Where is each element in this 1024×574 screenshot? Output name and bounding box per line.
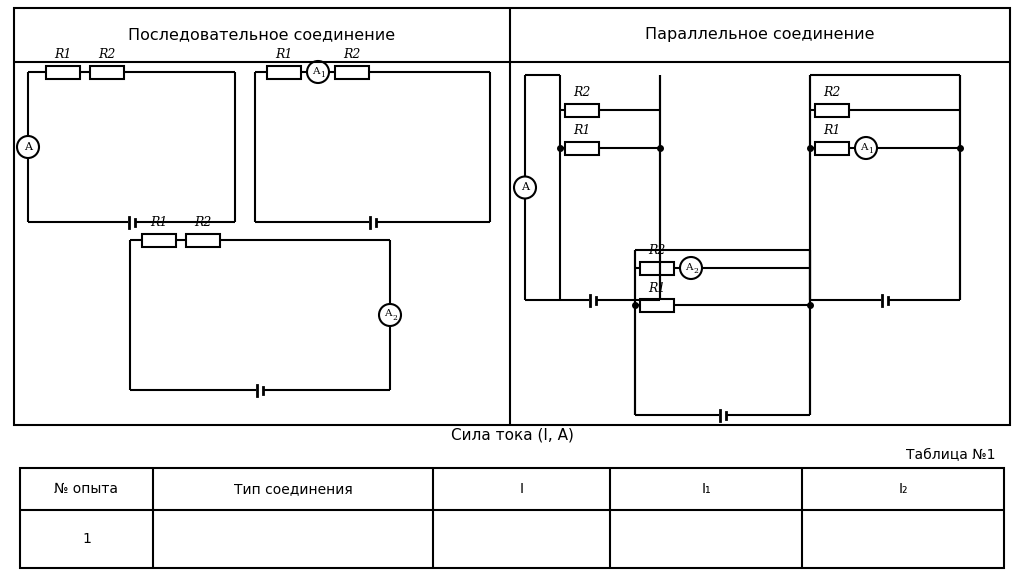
Text: I₂: I₂: [898, 482, 908, 496]
Text: 1: 1: [868, 147, 873, 155]
Circle shape: [307, 61, 329, 83]
Circle shape: [17, 136, 39, 158]
Text: R1: R1: [54, 48, 72, 61]
Circle shape: [379, 304, 401, 326]
Text: Последовательное соединение: Последовательное соединение: [128, 28, 395, 42]
Circle shape: [680, 257, 702, 279]
Polygon shape: [142, 234, 176, 246]
Text: R2: R2: [573, 87, 591, 99]
Polygon shape: [90, 65, 124, 79]
Polygon shape: [46, 65, 80, 79]
Text: R1: R1: [823, 125, 841, 138]
Polygon shape: [815, 103, 849, 117]
Circle shape: [855, 137, 877, 159]
Text: 2: 2: [693, 267, 698, 275]
Text: R2: R2: [648, 245, 666, 258]
Text: A: A: [384, 309, 392, 319]
Text: 1: 1: [321, 71, 326, 79]
Polygon shape: [186, 234, 220, 246]
Text: R2: R2: [195, 216, 212, 230]
Polygon shape: [640, 298, 674, 312]
Polygon shape: [565, 103, 599, 117]
Text: A: A: [521, 183, 529, 192]
Text: R2: R2: [823, 87, 841, 99]
Text: A: A: [24, 142, 32, 152]
Text: I: I: [520, 482, 524, 496]
Text: № опыта: № опыта: [54, 482, 119, 496]
Text: R1: R1: [648, 281, 666, 294]
Circle shape: [514, 176, 536, 199]
Polygon shape: [267, 65, 301, 79]
Polygon shape: [640, 262, 674, 274]
Text: Тип соединения: Тип соединения: [233, 482, 352, 496]
Polygon shape: [815, 142, 849, 154]
Text: R2: R2: [343, 48, 360, 61]
Text: I₁: I₁: [701, 482, 711, 496]
Text: A: A: [860, 142, 867, 152]
Text: 1: 1: [82, 532, 91, 546]
Text: R1: R1: [151, 216, 168, 230]
Text: Таблица №1: Таблица №1: [905, 448, 995, 462]
Polygon shape: [565, 142, 599, 154]
Text: A: A: [312, 67, 319, 76]
Text: R2: R2: [98, 48, 116, 61]
Polygon shape: [335, 65, 369, 79]
Text: R1: R1: [275, 48, 293, 61]
Text: R1: R1: [573, 125, 591, 138]
Text: 2: 2: [392, 314, 397, 322]
Text: Параллельное соединение: Параллельное соединение: [645, 28, 874, 42]
Text: A: A: [685, 262, 693, 272]
Text: Сила тока (I, А): Сила тока (I, А): [451, 428, 573, 443]
